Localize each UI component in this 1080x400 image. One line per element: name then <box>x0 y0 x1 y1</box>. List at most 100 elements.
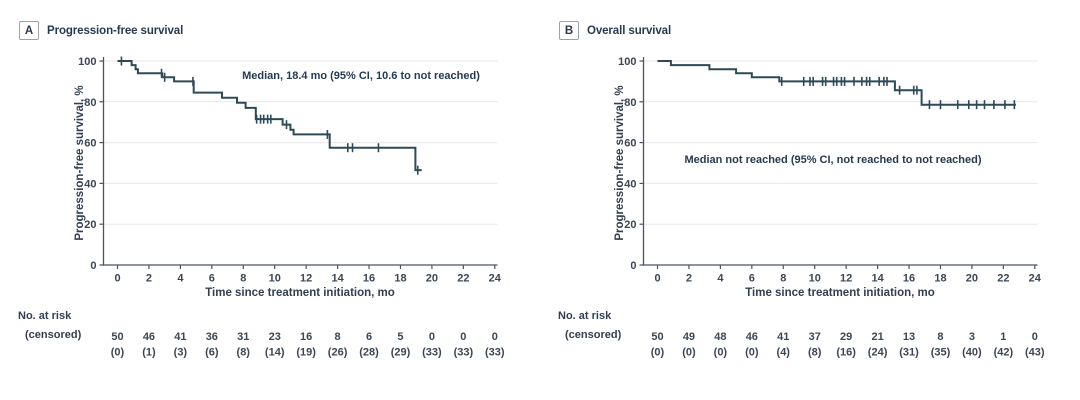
censored-count: (33) <box>485 347 505 359</box>
median-annotation: Median not reached (95% CI, not reached … <box>684 154 982 166</box>
censored-count: (35) <box>931 347 951 359</box>
no-at-risk-label: No. at risk <box>18 310 72 322</box>
censored-label: (censored) <box>25 329 82 341</box>
censored-count: (24) <box>868 347 888 359</box>
x-tick-label: 12 <box>840 273 852 285</box>
at-risk-count: 21 <box>871 331 883 343</box>
x-tick-label: 8 <box>780 273 786 285</box>
at-risk-count: 0 <box>460 331 466 343</box>
panel-b-letter-badge: B <box>559 21 579 40</box>
x-tick-label: 24 <box>489 273 502 285</box>
censored-count: (19) <box>296 347 316 359</box>
km-curve <box>657 60 1016 106</box>
at-risk-count: 1 <box>1000 331 1006 343</box>
x-axis-label: Time since treatment initiation, mo <box>745 287 935 299</box>
at-risk-count: 0 <box>492 331 498 343</box>
km-curve <box>117 60 422 172</box>
panel-overall-survival: B Overall survival Progression-free surv… <box>540 0 1080 400</box>
x-tick-label: 0 <box>654 273 660 285</box>
x-tick-label: 6 <box>209 273 215 285</box>
censored-count: (16) <box>836 347 856 359</box>
y-tick-label: 80 <box>624 97 636 109</box>
censored-count: (42) <box>994 347 1014 359</box>
censored-count: (0) <box>714 347 728 359</box>
x-tick-label: 6 <box>749 273 755 285</box>
at-risk-count: 31 <box>237 331 249 343</box>
at-risk-count: 0 <box>429 331 435 343</box>
x-tick-label: 20 <box>966 273 978 285</box>
x-tick-label: 16 <box>903 273 915 285</box>
censored-count: (33) <box>454 347 474 359</box>
at-risk-count: 49 <box>683 331 695 343</box>
y-tick-label: 100 <box>78 56 96 68</box>
x-tick-label: 12 <box>300 273 312 285</box>
censored-count: (40) <box>962 347 982 359</box>
x-tick-label: 18 <box>394 273 406 285</box>
censored-count: (28) <box>359 347 379 359</box>
at-risk-count: 46 <box>746 331 758 343</box>
censored-count: (8) <box>808 347 822 359</box>
x-tick-label: 14 <box>871 273 884 285</box>
x-tick-label: 8 <box>240 273 246 285</box>
at-risk-count: 48 <box>714 331 726 343</box>
at-risk-count: 50 <box>651 331 663 343</box>
censored-count: (3) <box>174 347 188 359</box>
y-tick-label: 20 <box>624 219 636 231</box>
y-tick-label: 80 <box>84 97 96 109</box>
y-tick-label: 60 <box>624 138 636 150</box>
median-annotation: Median, 18.4 mo (95% CI, 10.6 to not rea… <box>242 70 480 82</box>
y-tick-label: 20 <box>84 219 96 231</box>
x-tick-label: 22 <box>997 273 1009 285</box>
at-risk-count: 3 <box>969 331 975 343</box>
x-tick-label: 10 <box>269 273 281 285</box>
x-axis-label: Time since treatment initiation, mo <box>205 287 395 299</box>
censored-count: (6) <box>205 347 219 359</box>
x-tick-label: 2 <box>146 273 152 285</box>
x-tick-label: 20 <box>426 273 438 285</box>
censored-count: (0) <box>682 347 696 359</box>
x-tick-label: 24 <box>1029 273 1042 285</box>
at-risk-count: 8 <box>937 331 943 343</box>
x-tick-label: 14 <box>331 273 344 285</box>
y-tick-label: 40 <box>84 178 96 190</box>
censored-count: (8) <box>237 347 251 359</box>
censored-count: (14) <box>265 347 285 359</box>
at-risk-count: 5 <box>397 331 403 343</box>
panel-a-title: Progression-free survival <box>47 24 184 37</box>
at-risk-count: 50 <box>111 331 123 343</box>
censored-count: (29) <box>391 347 411 359</box>
at-risk-count: 41 <box>777 331 789 343</box>
panel-b-header: B Overall survival <box>559 21 671 40</box>
panel-a-header: A Progression-free survival <box>19 21 183 40</box>
censored-count: (26) <box>328 347 348 359</box>
censored-count: (0) <box>651 347 665 359</box>
x-tick-label: 22 <box>457 273 469 285</box>
at-risk-count: 46 <box>143 331 155 343</box>
no-at-risk-label: No. at risk <box>558 310 612 322</box>
x-tick-label: 10 <box>809 273 821 285</box>
censored-count: (0) <box>745 347 759 359</box>
censored-count: (43) <box>1025 347 1045 359</box>
panel-progression-free-survival: A Progression-free survival Progression-… <box>18 21 505 359</box>
x-tick-label: 18 <box>934 273 946 285</box>
x-tick-label: 4 <box>177 273 184 285</box>
censored-count: (0) <box>111 347 125 359</box>
at-risk-count: 13 <box>903 331 915 343</box>
at-risk-count: 23 <box>269 331 281 343</box>
at-risk-count: 29 <box>840 331 852 343</box>
panel-b-title: Overall survival <box>587 24 672 37</box>
x-tick-label: 2 <box>686 273 692 285</box>
at-risk-count: 8 <box>335 331 341 343</box>
at-risk-count: 16 <box>300 331 312 343</box>
at-risk-count: 37 <box>809 331 821 343</box>
x-tick-label: 4 <box>717 273 724 285</box>
panel-a-letter-badge: A <box>19 21 39 40</box>
at-risk-count: 36 <box>206 331 218 343</box>
x-tick-label: 16 <box>363 273 375 285</box>
y-tick-label: 40 <box>624 178 636 190</box>
censored-count: (4) <box>777 347 791 359</box>
y-tick-label: 0 <box>630 260 636 272</box>
